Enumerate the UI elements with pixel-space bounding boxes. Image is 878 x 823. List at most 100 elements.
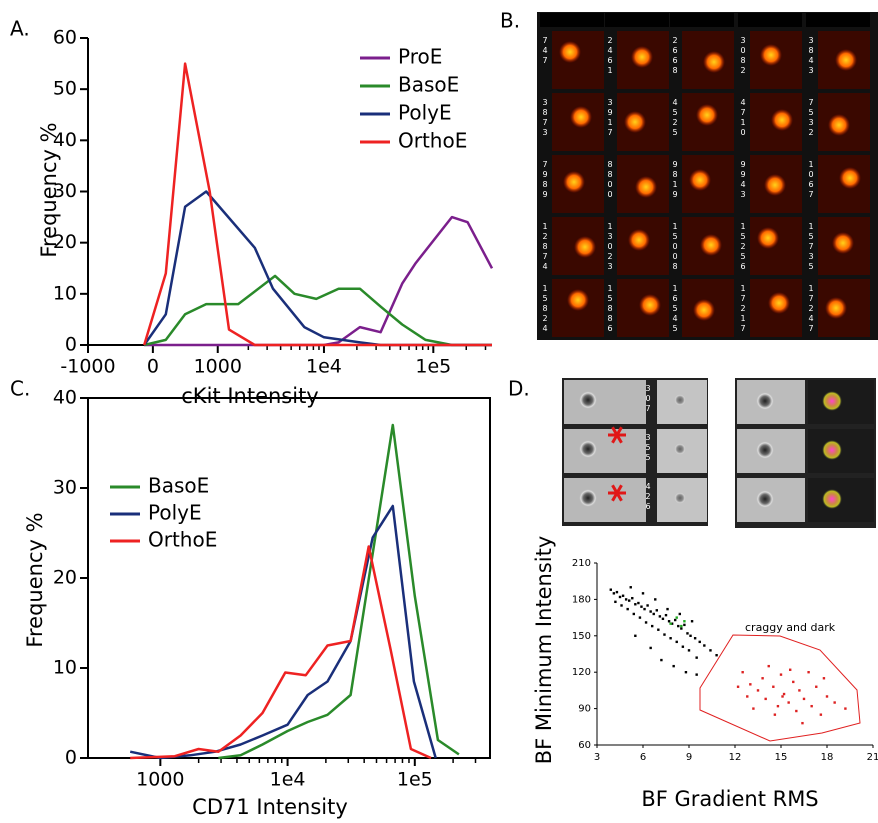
x-tick-label: -1000 (60, 356, 115, 378)
cell-id: 3873 (541, 98, 550, 138)
point (773, 713, 777, 716)
y-tick-label: 40 (53, 129, 77, 151)
cell (579, 391, 597, 409)
point (779, 673, 783, 676)
point (677, 624, 680, 628)
point (634, 603, 637, 606)
point (664, 613, 668, 617)
bf-image (564, 478, 646, 522)
panel-label: C. (10, 377, 30, 401)
cell-id: 15008 (671, 222, 680, 272)
y-tick-label: 40 (53, 387, 77, 409)
point (781, 695, 784, 698)
cell (822, 440, 842, 460)
legend-label: PolyE (148, 501, 202, 525)
x-tick-label: 1e4 (270, 769, 306, 791)
point (844, 707, 847, 710)
point (678, 612, 681, 616)
point (698, 640, 701, 644)
cell (839, 167, 861, 189)
y-tick-label: 60 (578, 740, 591, 751)
point (612, 592, 616, 595)
cell-id: 747 (541, 36, 550, 66)
cell-id: 426 (644, 482, 653, 512)
point (825, 695, 829, 698)
legend-label: BasoE (148, 474, 209, 498)
header-strip (806, 13, 870, 27)
point (621, 594, 625, 597)
point (822, 677, 826, 680)
cell (832, 232, 854, 254)
cell (696, 104, 718, 126)
cell (689, 169, 711, 191)
point (761, 677, 764, 680)
cell-id: 307 (644, 384, 653, 414)
point (709, 649, 712, 652)
point (641, 592, 645, 595)
point (663, 633, 666, 636)
cell-image (552, 31, 604, 89)
cell (574, 236, 596, 258)
cell-id: 3917 (606, 98, 615, 138)
y-tick-label: 60 (53, 27, 77, 49)
cell (570, 106, 592, 128)
point (680, 627, 683, 630)
legend-label: ProE (398, 45, 442, 69)
cell-id: 355 (644, 433, 653, 463)
point (669, 622, 672, 625)
point (795, 709, 798, 713)
point (655, 609, 658, 612)
y-tick-label: 30 (53, 180, 77, 202)
point (695, 673, 698, 676)
y-tick-label: 210 (572, 558, 591, 569)
cell-id: 3082 (739, 36, 748, 76)
cell-id: 17217 (739, 284, 748, 334)
legend-label: BasoE (398, 73, 459, 97)
x-tick-label: 15 (775, 752, 788, 763)
cell-id: 13023 (606, 222, 615, 272)
point (741, 671, 744, 674)
point (658, 615, 662, 618)
cell-id: 4525 (671, 98, 680, 138)
cell (579, 440, 597, 458)
point (667, 620, 671, 623)
x-tick-label: 18 (821, 752, 834, 763)
point (683, 620, 686, 623)
point (749, 683, 752, 686)
x-tick-label: 1e5 (415, 356, 451, 378)
x-tick-label: 0 (147, 356, 159, 378)
point (637, 601, 640, 605)
cell (756, 392, 774, 410)
point (687, 649, 691, 652)
point (669, 637, 672, 640)
cell (559, 41, 581, 63)
x-tick-label: 6 (640, 752, 646, 763)
x-axis-label: BF Gradient RMS (641, 787, 818, 811)
cell (825, 297, 847, 319)
x-tick-label: 1e4 (306, 356, 342, 378)
cell (764, 174, 786, 196)
point (666, 607, 669, 611)
cell-id: 3843 (807, 36, 816, 76)
point (703, 644, 706, 647)
y-axis-label: Frequency % (37, 122, 61, 257)
cell (563, 171, 585, 193)
point (661, 617, 665, 621)
cell-id: 4710 (739, 98, 748, 138)
point (756, 689, 760, 692)
y-tick-label: 10 (53, 657, 77, 679)
bf-image (564, 380, 646, 424)
point (681, 645, 685, 648)
point (802, 697, 806, 701)
cell (635, 176, 657, 198)
point (787, 701, 790, 704)
series-line (143, 62, 492, 347)
header-strip (670, 13, 734, 27)
point (746, 695, 749, 698)
y-tick-label: 30 (53, 477, 77, 499)
series-line (143, 190, 492, 347)
cell-id: 17247 (807, 284, 816, 334)
cell-id: 8800 (606, 160, 615, 200)
y-tick-label: 0 (65, 747, 77, 769)
